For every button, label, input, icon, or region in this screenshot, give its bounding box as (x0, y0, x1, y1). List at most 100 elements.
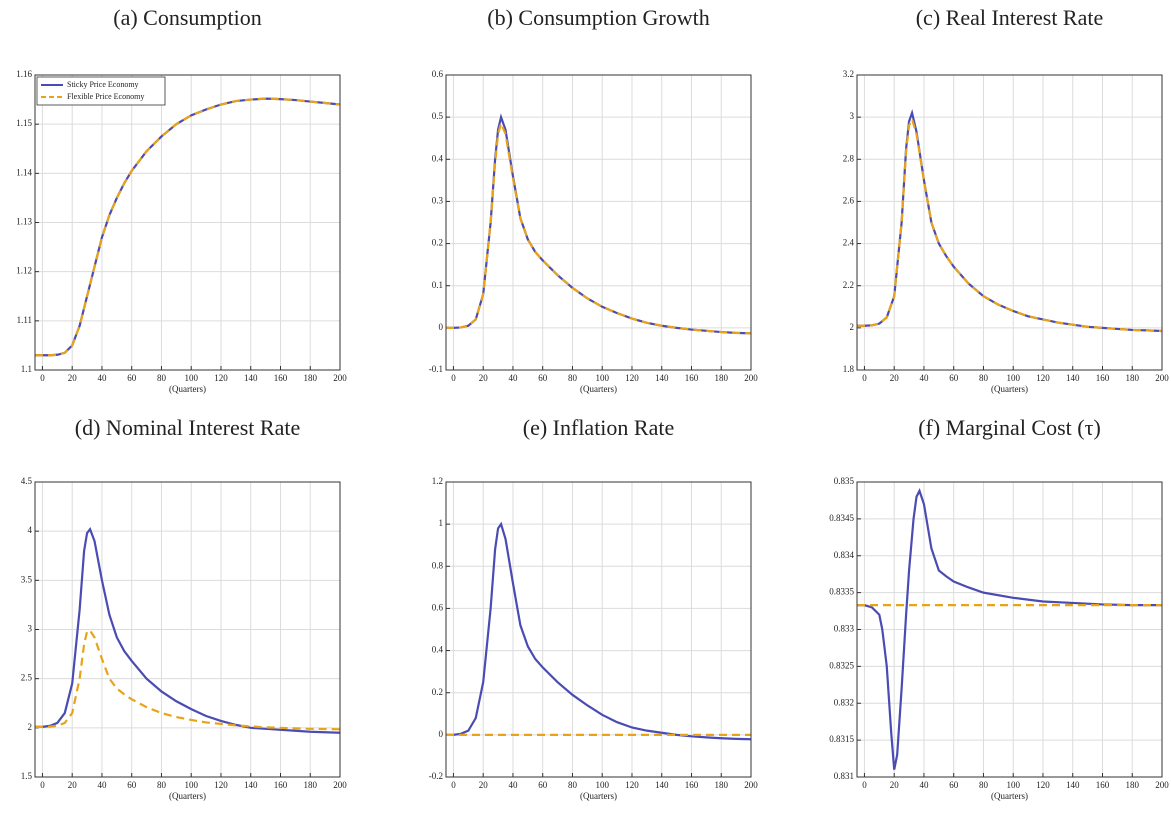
y-tick-label: 3 (28, 624, 33, 634)
y-tick-label: 2.4 (843, 238, 855, 248)
panel-title: (c) Real Interest Rate (916, 5, 1104, 30)
x-tick-label: 60 (538, 780, 548, 790)
x-axis-label: (Quarters) (169, 791, 206, 801)
x-tick-label: 180 (303, 373, 317, 383)
x-axis-label: (Quarters) (991, 791, 1028, 801)
y-tick-label: 3 (850, 111, 855, 121)
x-tick-label: 120 (625, 780, 639, 790)
x-tick-label: 60 (949, 780, 959, 790)
y-tick-label: 0 (439, 322, 444, 332)
x-tick-label: 140 (244, 373, 258, 383)
y-tick-label: 0.833 (834, 624, 855, 634)
x-tick-label: 200 (333, 780, 347, 790)
y-tick-label: 0.6 (432, 69, 444, 79)
y-tick-label: 0 (439, 729, 444, 739)
y-tick-label: 1.1 (21, 364, 32, 374)
data-line (35, 526, 341, 734)
x-axis-label: (Quarters) (169, 384, 206, 394)
plot-frame (34, 481, 341, 778)
x-tick-label: 200 (1155, 780, 1169, 790)
x-tick-label: 160 (274, 780, 288, 790)
x-tick-label: 80 (979, 780, 989, 790)
legend-label: Sticky Price Economy (67, 80, 139, 89)
x-tick-label: 100 (595, 780, 609, 790)
y-tick-label: 1.16 (16, 69, 32, 79)
data-line (857, 109, 1163, 333)
x-tick-label: 0 (451, 780, 456, 790)
y-tick-label: 1.14 (16, 167, 32, 177)
x-tick-label: 180 (714, 780, 728, 790)
plot-frame (856, 74, 1163, 371)
x-tick-label: 60 (538, 373, 548, 383)
y-tick-label: 0.8325 (829, 660, 854, 670)
y-tick-label: 4 (28, 525, 33, 535)
y-tick-label: 1.5 (21, 771, 33, 781)
x-tick-label: 80 (568, 780, 578, 790)
x-tick-label: 20 (479, 373, 489, 383)
plot-frame (856, 481, 1163, 778)
x-tick-label: 140 (655, 780, 669, 790)
y-tick-label: 0.5 (432, 111, 444, 121)
y-tick-label: 0.3 (432, 195, 444, 205)
y-tick-label: 1.15 (16, 118, 32, 128)
y-tick-label: 2.5 (21, 673, 33, 683)
legend-label: Flexible Price Economy (67, 92, 144, 101)
x-tick-label: 40 (97, 373, 107, 383)
x-tick-label: 40 (508, 373, 518, 383)
y-tick-label: 1.8 (843, 364, 855, 374)
x-tick-label: 160 (685, 780, 699, 790)
x-tick-label: 180 (714, 373, 728, 383)
y-tick-label: 1.12 (16, 266, 32, 276)
y-tick-label: 0.1 (432, 280, 443, 290)
y-tick-label: 0.8315 (829, 734, 854, 744)
x-tick-label: 200 (1155, 373, 1169, 383)
y-tick-label: 0.835 (834, 476, 855, 486)
y-tick-label: 0.4 (432, 645, 444, 655)
x-tick-label: 200 (744, 780, 758, 790)
data-line (35, 629, 341, 731)
panel-title: (f) Marginal Cost (τ) (918, 415, 1101, 440)
data-line (446, 521, 752, 741)
x-tick-label: 80 (568, 373, 578, 383)
y-tick-label: 2 (850, 322, 855, 332)
plot-frame (445, 74, 752, 371)
data-line (857, 488, 1162, 770)
data-line (857, 116, 1163, 333)
x-tick-label: 0 (40, 373, 45, 383)
plot-frame (34, 74, 341, 371)
panel-title: (a) Consumption (113, 5, 262, 30)
x-tick-label: 0 (40, 780, 45, 790)
y-tick-label: 0.8 (432, 560, 444, 570)
x-tick-label: 100 (184, 373, 198, 383)
y-tick-label: 0.2 (432, 687, 443, 697)
x-tick-label: 140 (244, 780, 258, 790)
y-tick-label: 0.832 (834, 697, 854, 707)
x-tick-label: 200 (744, 373, 758, 383)
x-tick-label: 20 (890, 373, 900, 383)
x-axis-label: (Quarters) (991, 384, 1028, 394)
panel-title: (d) Nominal Interest Rate (75, 415, 300, 440)
x-tick-label: 200 (333, 373, 347, 383)
x-tick-label: 120 (1036, 373, 1050, 383)
x-tick-label: 60 (127, 780, 137, 790)
y-tick-label: 1.13 (16, 217, 32, 227)
x-tick-label: 100 (1006, 373, 1020, 383)
x-tick-label: 160 (274, 373, 288, 383)
x-tick-label: 80 (157, 373, 167, 383)
x-tick-label: 140 (655, 373, 669, 383)
x-tick-label: 160 (685, 373, 699, 383)
x-tick-label: 40 (508, 780, 518, 790)
y-tick-label: 0.834 (834, 550, 855, 560)
y-tick-label: 0.831 (834, 771, 854, 781)
y-tick-label: 2 (28, 722, 33, 732)
x-tick-label: 40 (97, 780, 107, 790)
x-tick-label: 20 (479, 780, 489, 790)
y-tick-label: -0.2 (429, 771, 443, 781)
y-tick-label: -0.1 (429, 364, 443, 374)
x-tick-label: 160 (1096, 780, 1110, 790)
y-tick-label: 1.11 (17, 315, 32, 325)
y-tick-label: 2.2 (843, 280, 854, 290)
y-tick-label: 0.2 (432, 238, 443, 248)
panel-title: (b) Consumption Growth (487, 5, 709, 30)
